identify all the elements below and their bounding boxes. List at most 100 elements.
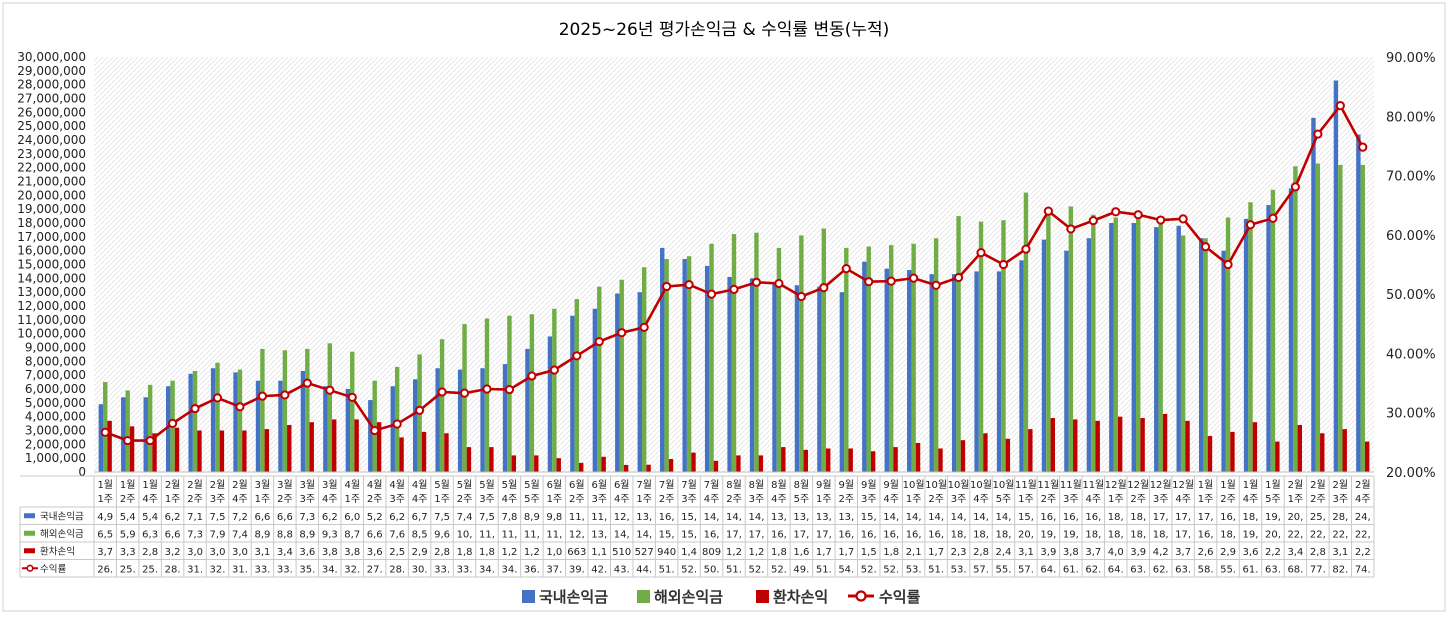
- table-cell: 17,: [793, 529, 809, 540]
- point-수익률: [774, 278, 784, 289]
- table-cell: 16,: [704, 529, 720, 540]
- table-cell: 13,: [838, 512, 854, 523]
- x-tick-label: 2월: [232, 479, 248, 491]
- bar-환차손익: [174, 427, 180, 472]
- point-수익률: [302, 378, 312, 388]
- bar-해외손익금: [641, 267, 647, 472]
- bar-해외손익금: [125, 390, 130, 472]
- table-cell: 9,8: [546, 512, 562, 523]
- table-cell: 6,2: [165, 512, 181, 523]
- table-cell: 7,3: [187, 529, 203, 540]
- table-cell: 19,: [1063, 529, 1079, 540]
- y-tick-label: 25,000,000: [17, 119, 86, 133]
- x-tick-label: 1월: [1265, 479, 1281, 491]
- point-수익률: [796, 291, 806, 302]
- table-cell: 2,8: [434, 547, 450, 558]
- x-tick-label: 4주: [614, 494, 630, 505]
- bar-해외손익금: [956, 216, 961, 472]
- table-cell: 13,: [636, 512, 652, 523]
- table-cell: 7,5: [479, 512, 495, 523]
- table-cell: 5,9: [120, 529, 136, 540]
- bar-환차손익: [1252, 422, 1258, 472]
- x-tick-label: 10월: [903, 479, 925, 491]
- bar-국내손익금: [570, 315, 575, 472]
- table-cell: 34.: [479, 564, 495, 575]
- table-cell: 24,: [1355, 512, 1371, 523]
- point-수익률: [1335, 101, 1345, 111]
- point-수익률: [572, 351, 582, 361]
- table-cell: 58.: [1198, 564, 1214, 575]
- point-수익률: [1088, 216, 1098, 226]
- bar-환차손익: [1185, 420, 1190, 472]
- table-cell: 1,6: [793, 547, 809, 558]
- table-row-label: 해외손익금: [40, 528, 84, 540]
- table-cell: 3,1: [1332, 547, 1348, 558]
- table-cell: 8,9: [254, 529, 270, 540]
- bar-국내손익금: [749, 278, 755, 472]
- bar-환차손익: [1207, 436, 1213, 472]
- y-tick-label: 17,000,000: [17, 230, 86, 244]
- table-cell: 14,: [704, 512, 720, 523]
- x-tick-label: 12월: [1105, 479, 1127, 491]
- legend-key-해외손익금: [637, 590, 650, 603]
- legend-key-marker: [855, 590, 867, 602]
- bar-환차손익: [129, 426, 135, 472]
- bar-국내손익금: [143, 397, 148, 472]
- table-cell: 17,: [1153, 512, 1169, 523]
- bar-환차손익: [781, 447, 786, 472]
- bar-국내손익금: [817, 286, 822, 472]
- x-tick-label: 5월: [457, 479, 473, 491]
- table-cell: 4,0: [1108, 547, 1124, 558]
- table-cell: 32.: [210, 564, 226, 575]
- table-cell: 35.: [299, 564, 315, 575]
- table-cell: 2,2: [1265, 547, 1281, 558]
- point-수익률: [751, 277, 762, 287]
- y-tick-label: 16,000,000: [17, 244, 86, 258]
- table-cell: 1,7: [928, 547, 944, 558]
- bar-환차손익: [938, 448, 943, 472]
- table-cell: 34.: [501, 564, 517, 575]
- bar-국내손익금: [974, 271, 979, 472]
- x-tick-label: 3주: [951, 494, 967, 505]
- table-cell: 8,9: [299, 529, 315, 540]
- chart-title: 2025~26년 평가손익금 & 수익률 변동(누적): [559, 20, 890, 40]
- x-tick-label: 5주: [1265, 494, 1281, 505]
- table-cell: 6,5: [97, 529, 113, 540]
- x-tick-label: 1주: [547, 494, 563, 505]
- table-cell: 22,: [1355, 529, 1371, 540]
- table-cell: 5,4: [142, 512, 158, 523]
- table-cell: 3,7: [1175, 547, 1191, 558]
- bar-환차손익: [309, 422, 314, 472]
- bar-해외손익금: [1158, 221, 1163, 472]
- table-cell: 28.: [165, 564, 181, 575]
- x-tick-label: 1월: [1243, 479, 1259, 491]
- table-cell: 7,5: [210, 512, 226, 523]
- bar-해외손익금: [574, 299, 580, 472]
- table-cell: 2,1: [906, 547, 922, 558]
- bar-국내손익금: [884, 268, 889, 472]
- legend-label: 환차손익: [773, 588, 828, 606]
- x-tick-label: 3주: [591, 494, 607, 505]
- x-tick-label: 2월: [1288, 479, 1304, 491]
- table-cell: 52.: [681, 564, 697, 575]
- x-tick-label: 2주: [1310, 494, 1326, 505]
- table-cell: 16,: [838, 529, 854, 540]
- table-cell: 10,: [457, 529, 473, 540]
- table-cell: 1,2: [524, 547, 540, 558]
- legend-label: 국내손익금: [539, 588, 608, 606]
- table-cell: 3,0: [187, 547, 203, 558]
- table-cell: 1,5: [861, 547, 877, 558]
- bar-해외손익금: [1113, 217, 1118, 472]
- table-cell: 8,5: [412, 529, 428, 540]
- x-tick-label: 1월: [142, 479, 158, 491]
- bar-국내손익금: [1041, 239, 1047, 472]
- point-수익률: [886, 276, 896, 286]
- bar-해외손익금: [911, 243, 916, 472]
- x-tick-label: 4주: [1086, 494, 1102, 505]
- table-cell: 3,3: [120, 547, 136, 558]
- bar-환차손익: [713, 460, 719, 472]
- table-cell: 27.: [367, 564, 383, 575]
- x-tick-label: 4월: [389, 479, 405, 491]
- table-cell: 3,4: [1287, 547, 1303, 558]
